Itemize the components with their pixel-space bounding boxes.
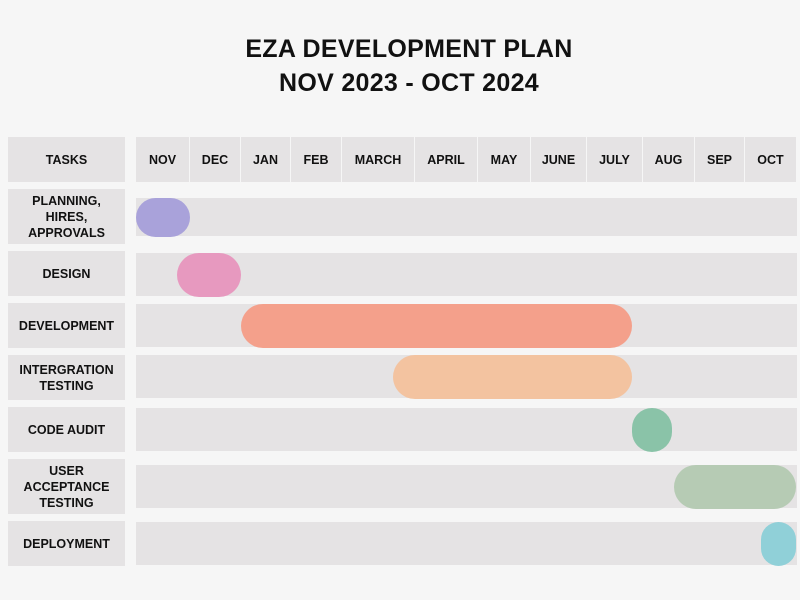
- gantt-bar: [136, 198, 190, 237]
- gantt-bar: [760, 522, 796, 566]
- task-row-track: [136, 522, 797, 565]
- gantt-bar: [176, 253, 241, 297]
- month-label-april: APRIL: [415, 137, 477, 182]
- title-line-2: NOV 2023 - OCT 2024: [279, 69, 539, 97]
- task-label: DEPLOYMENT: [8, 521, 125, 566]
- task-label: DESIGN: [8, 251, 125, 296]
- task-label-text: DEPLOYMENT: [23, 536, 110, 551]
- title-line-1: EZA DEVELOPMENT PLAN: [245, 35, 573, 63]
- gantt-bar: [393, 355, 632, 399]
- task-label: USER ACCEPTANCE TESTING: [8, 459, 125, 514]
- gantt-bar: [241, 304, 632, 348]
- month-label-feb: FEB: [291, 137, 341, 182]
- tasks-header-label: TASKS: [45, 152, 88, 167]
- task-label-text: INTERGRATION TESTING: [19, 362, 114, 393]
- month-label-jan: JAN: [241, 137, 290, 182]
- task-label: CODE AUDIT: [8, 407, 125, 452]
- task-label-text: CODE AUDIT: [27, 422, 106, 437]
- task-label: DEVELOPMENT: [8, 303, 125, 348]
- month-label-nov: NOV: [136, 137, 189, 182]
- month-label-may: MAY: [478, 137, 530, 182]
- task-row-track: [136, 198, 797, 236]
- month-label-oct: OCT: [745, 137, 796, 182]
- task-label-text: DESIGN: [42, 266, 91, 281]
- month-label-sep: SEP: [695, 137, 744, 182]
- task-label-text: PLANNING, HIRES, APPROVALS: [28, 193, 105, 240]
- tasks-header: TASKS: [8, 137, 125, 182]
- month-label-july: JULY: [587, 137, 642, 182]
- gantt-bar: [631, 408, 672, 452]
- task-label: INTERGRATION TESTING: [8, 355, 125, 400]
- month-label-march: MARCH: [342, 137, 414, 182]
- task-row-track: [136, 253, 797, 296]
- task-row-track: [136, 408, 797, 451]
- chart-title: EZA DEVELOPMENT PLAN NOV 2023 - OCT 2024: [0, 32, 800, 100]
- month-label-aug: AUG: [643, 137, 694, 182]
- month-label-june: JUNE: [531, 137, 586, 182]
- task-label-text: USER ACCEPTANCE TESTING: [23, 463, 110, 510]
- task-label: PLANNING, HIRES, APPROVALS: [8, 189, 125, 244]
- task-label-text: DEVELOPMENT: [18, 318, 115, 333]
- month-label-dec: DEC: [190, 137, 240, 182]
- gantt-bar: [674, 465, 796, 509]
